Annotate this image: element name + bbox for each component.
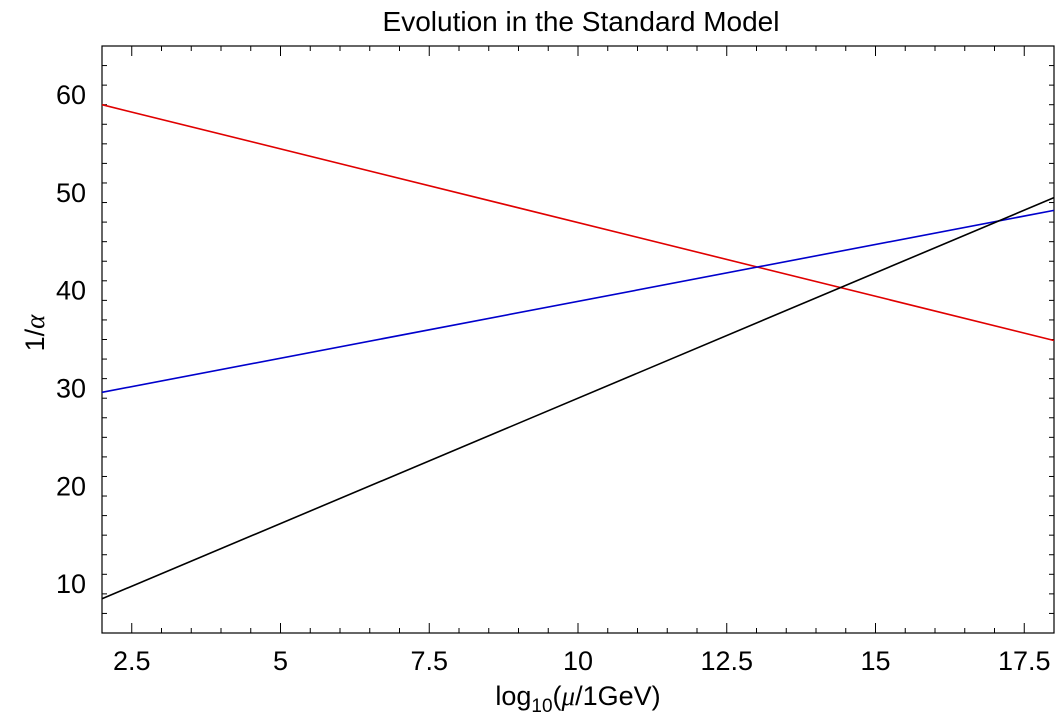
y-tick-label: 10 (56, 569, 86, 599)
series-line-blue (101, 209, 1055, 394)
y-label-alpha: α (20, 314, 50, 329)
x-tick-label: 10 (563, 646, 593, 676)
chart-title: Evolution in the Standard Model (383, 6, 780, 37)
plot-frame (101, 45, 1055, 634)
x-label-rest: /1GeV) (575, 681, 661, 711)
y-tick-label: 30 (56, 373, 86, 403)
y-tick-label: 20 (56, 471, 86, 501)
y-label-prefix: 1/ (20, 328, 50, 351)
y-axis-label: 1/α (20, 314, 50, 352)
series-line-red (101, 103, 1055, 342)
y-tick-label: 60 (56, 80, 86, 110)
x-axis: 2.5 5 7.5 10 12.5 15 17.5 (101, 46, 1055, 676)
x-tick-label: 5 (273, 646, 288, 676)
x-tick-label: 12.5 (700, 646, 753, 676)
y-tick-label: 50 (56, 178, 86, 208)
x-tick-label: 7.5 (410, 646, 448, 676)
x-axis-label: log10(μ/1GeV) (495, 681, 660, 717)
series-line-black (101, 196, 1055, 600)
x-tick-label: 15 (860, 646, 890, 676)
y-axis: 10 20 30 40 50 60 (56, 45, 1054, 634)
x-label-subscript: 10 (531, 696, 552, 717)
x-label-mu: μ (561, 681, 576, 711)
x-label-open: ( (553, 681, 562, 711)
x-tick-label: 17.5 (998, 646, 1051, 676)
x-tick-label: 2.5 (113, 646, 151, 676)
series-group (101, 103, 1055, 600)
y-tick-label: 40 (56, 276, 86, 306)
x-label-prefix: log (495, 681, 531, 711)
